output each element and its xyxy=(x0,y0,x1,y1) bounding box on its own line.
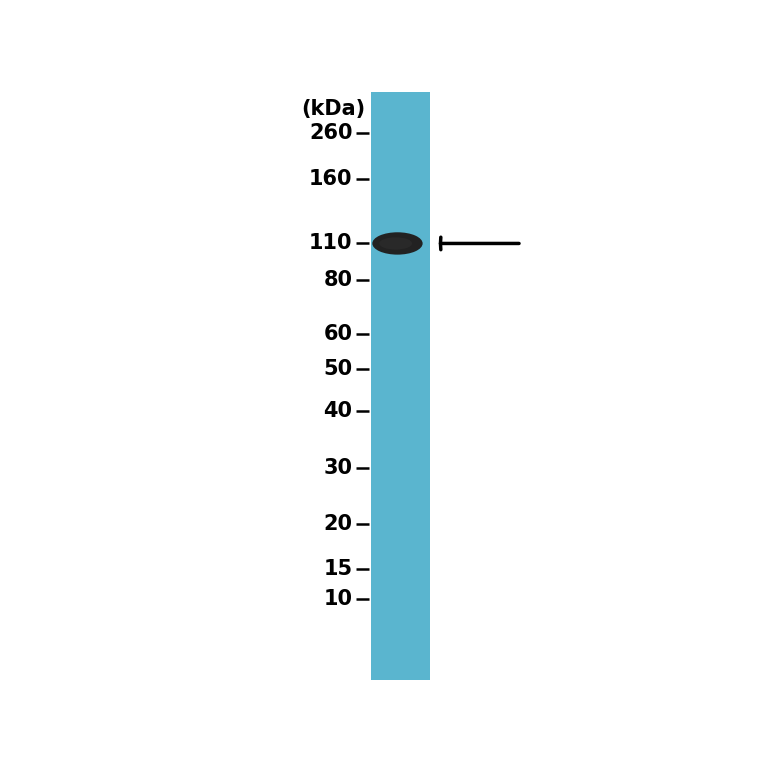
Ellipse shape xyxy=(372,232,422,254)
Text: 30: 30 xyxy=(323,458,352,478)
Text: 160: 160 xyxy=(309,169,352,189)
Text: 60: 60 xyxy=(323,324,352,344)
Text: 80: 80 xyxy=(323,270,352,290)
Text: 20: 20 xyxy=(323,514,352,534)
Ellipse shape xyxy=(380,238,412,250)
Text: 40: 40 xyxy=(323,400,352,420)
Text: 110: 110 xyxy=(309,234,352,254)
Text: 260: 260 xyxy=(309,123,352,143)
Bar xyxy=(371,92,430,680)
Text: 50: 50 xyxy=(323,359,352,380)
Text: (kDa): (kDa) xyxy=(301,99,365,119)
Text: 10: 10 xyxy=(323,589,352,609)
Text: 15: 15 xyxy=(323,559,352,579)
